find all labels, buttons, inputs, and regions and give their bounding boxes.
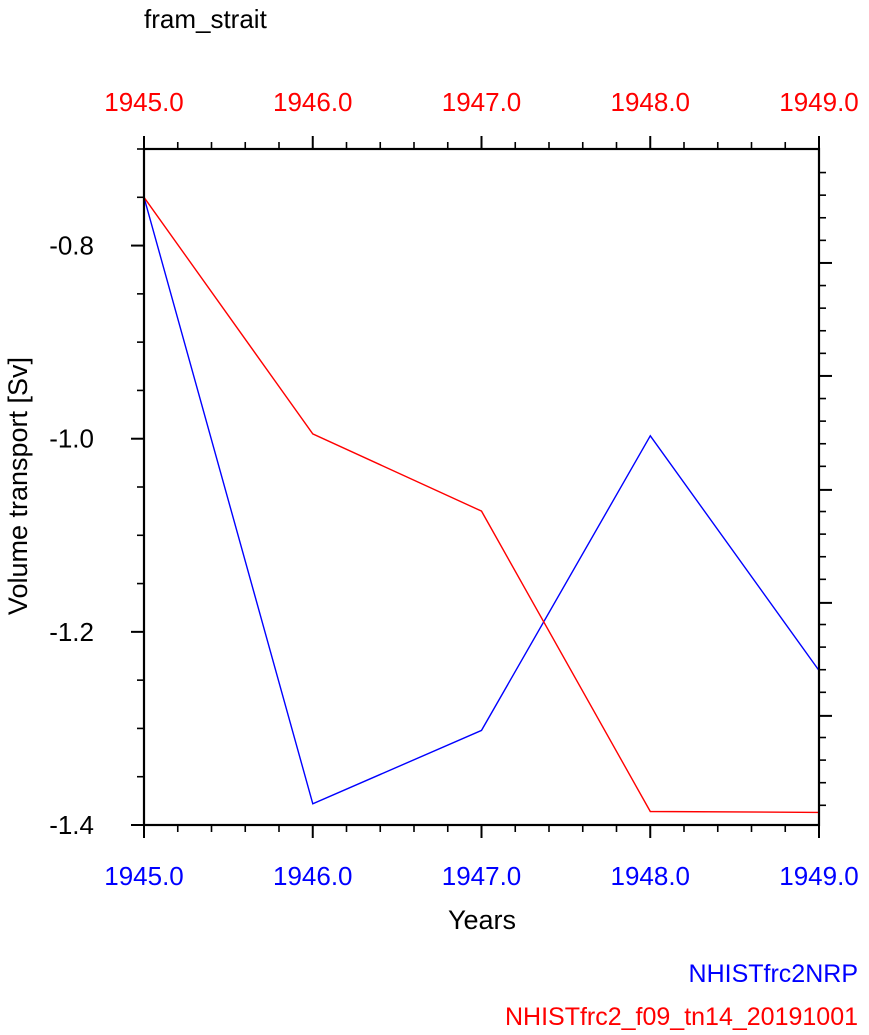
x-tick-label-bottom: 1949.0 xyxy=(779,861,859,891)
x-tick-label-bottom: 1947.0 xyxy=(442,861,522,891)
y-tick-label: -1.4 xyxy=(49,810,94,840)
chart-title: fram_strait xyxy=(144,4,268,34)
x-tick-label-bottom: 1948.0 xyxy=(610,861,690,891)
y-tick-label: -1.0 xyxy=(49,424,94,454)
line-chart: 1945.0 1945.0 1946.0 1946.0 1947.0 1947.0 1948… xyxy=(0,0,869,1035)
legend-entry-nhistfrc2-f09-tn14: NHISTfrc2_f09_tn14_20191001 xyxy=(505,1003,858,1031)
series-line-nhistfrc2-f09-tn14 xyxy=(144,197,819,812)
x-tick-label-top: 1945.0 xyxy=(104,87,184,117)
y-tick-label: -0.8 xyxy=(49,231,94,261)
x-tick-label-top: 1947.0 xyxy=(442,87,522,117)
x-tick-label-top: 1949.0 xyxy=(779,87,859,117)
plot-frame xyxy=(144,149,819,825)
legend-entry-nhistfrc2nrp: NHISTfrc2NRP xyxy=(689,960,858,988)
major-ticks xyxy=(131,136,832,838)
series-lines xyxy=(144,197,819,812)
x-tick-label-top: 1946.0 xyxy=(273,87,353,117)
y-axis-label: Volume transport [Sv] xyxy=(3,357,33,615)
x-tick-label-bottom: 1946.0 xyxy=(273,861,353,891)
series-line-nhistfrc2nrp xyxy=(144,197,819,804)
y-tick-label: -1.2 xyxy=(49,617,94,647)
tick-labels: 1945.0 1945.0 1946.0 1946.0 1947.0 1947.0 1948… xyxy=(49,87,859,891)
x-tick-label-top: 1948.0 xyxy=(610,87,690,117)
minor-ticks xyxy=(137,142,826,832)
x-axis-label: Years xyxy=(448,905,516,935)
x-tick-label-bottom: 1945.0 xyxy=(104,861,184,891)
